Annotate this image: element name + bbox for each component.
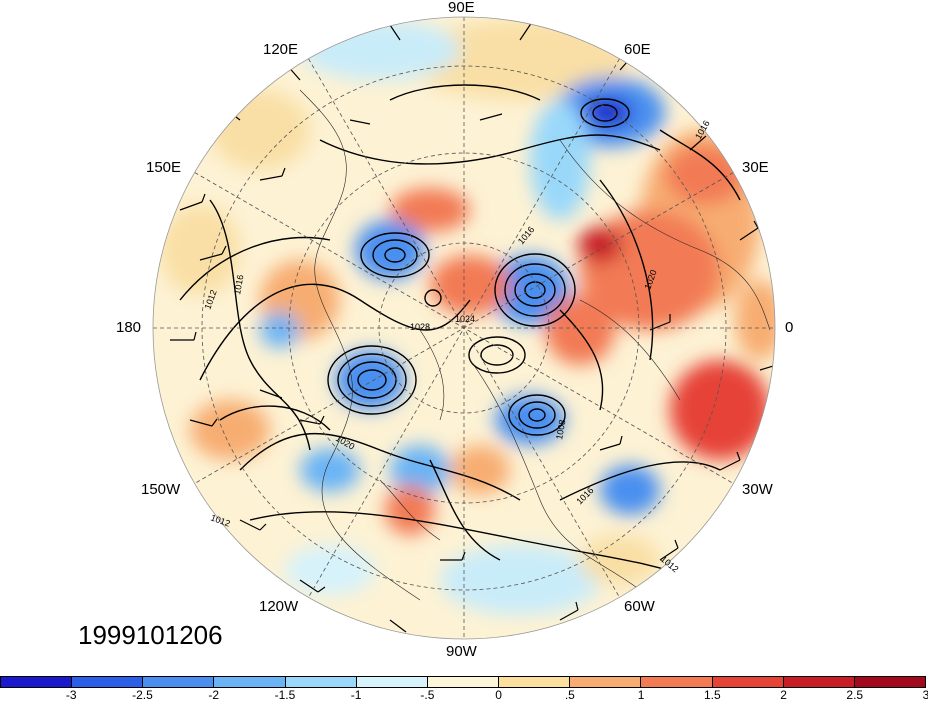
longitude-label-30E: 30E bbox=[742, 159, 769, 176]
graticule bbox=[153, 17, 775, 639]
colorbar-swatch bbox=[214, 677, 286, 687]
colorbar-swatch bbox=[356, 677, 428, 687]
colorbar-tick-label: 1 bbox=[637, 688, 645, 702]
anomaly-shading bbox=[153, 17, 775, 639]
colorbar-swatch bbox=[854, 677, 926, 687]
colorbar-tick-label: -2.5 bbox=[132, 688, 153, 702]
colorbar-tick-label: -3 bbox=[65, 688, 77, 702]
colorbar-swatch bbox=[1, 677, 73, 687]
coastlines bbox=[299, 89, 771, 601]
colorbar-tick-label: 0 bbox=[495, 688, 502, 702]
colorbar-swatch bbox=[570, 677, 642, 687]
colorbar-tick-label: .5 bbox=[564, 688, 575, 702]
colorbar-tick-label: -.5 bbox=[420, 688, 435, 702]
longitude-label-150E: 150E bbox=[146, 159, 182, 176]
colorbar-swatch bbox=[641, 677, 713, 687]
longitude-label-60E: 60E bbox=[624, 41, 651, 58]
colorbar-tick-label: -2 bbox=[208, 688, 220, 702]
map-boundary bbox=[152, 16, 776, 640]
polar-map bbox=[152, 16, 776, 640]
colorbar-swatch bbox=[285, 677, 357, 687]
colorbar-tick-label: -1.5 bbox=[274, 688, 296, 702]
longitude-label-30W: 30W bbox=[742, 481, 773, 498]
colorbar-swatch bbox=[72, 677, 144, 687]
colorbar-swatch bbox=[712, 677, 784, 687]
longitude-label-120W: 120W bbox=[259, 598, 299, 615]
longitude-label-90W: 90W bbox=[446, 643, 477, 660]
colorbar-swatch bbox=[143, 677, 215, 687]
longitude-label-120E: 120E bbox=[263, 41, 299, 58]
longitude-label-90E: 90E bbox=[448, 0, 475, 16]
colorbar bbox=[0, 676, 926, 688]
pressure-contours bbox=[179, 84, 741, 581]
colorbar-swatch bbox=[783, 677, 855, 687]
colorbar-tick-label: 3 bbox=[922, 688, 928, 702]
longitude-label-0: 0 bbox=[785, 319, 794, 336]
colorbar-swatch bbox=[499, 677, 571, 687]
colorbar-tick-label: 2 bbox=[780, 688, 787, 702]
longitude-label-150W: 150W bbox=[141, 481, 181, 498]
timestamp-label: 1999101206 bbox=[78, 620, 223, 650]
colorbar-tick-label: 1.5 bbox=[703, 688, 721, 702]
colorbar-swatch bbox=[427, 677, 500, 687]
longitude-label-180: 180 bbox=[116, 319, 142, 336]
colorbar-tick-label: 2.5 bbox=[846, 688, 864, 702]
longitude-label-60W: 60W bbox=[624, 598, 655, 615]
colorbar-tick-label: -1 bbox=[350, 688, 362, 702]
